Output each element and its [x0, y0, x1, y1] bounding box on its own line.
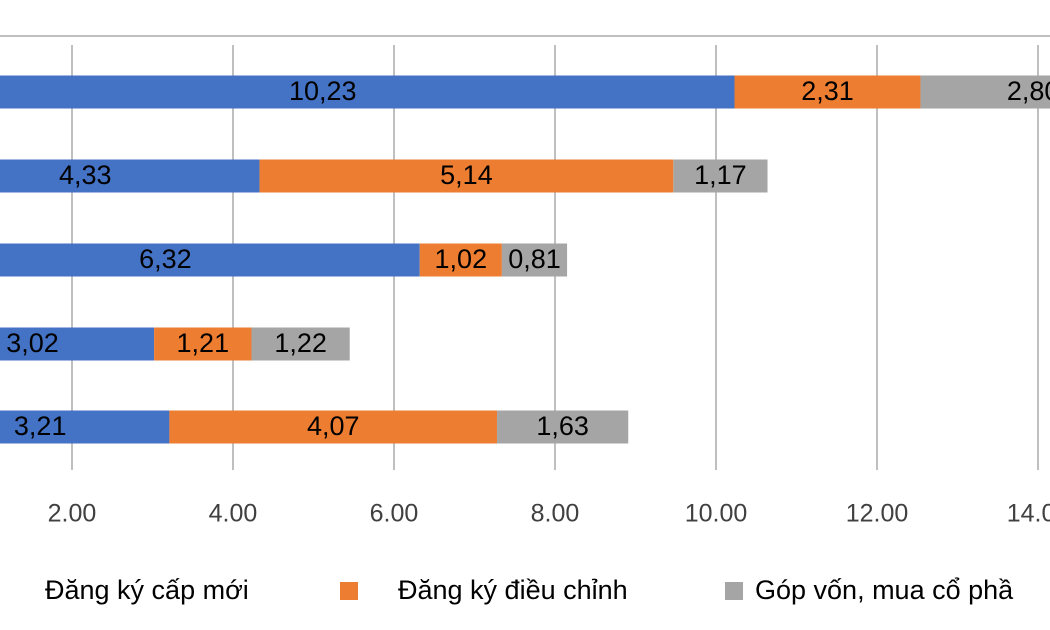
bar-segment	[0, 327, 155, 361]
data-label: 4,33	[59, 160, 112, 190]
legend-swatch	[340, 582, 358, 600]
legend-label: Đăng ký cấp mới	[45, 575, 249, 605]
bar-segment	[501, 243, 568, 277]
bar-segment	[497, 410, 629, 444]
bar-segment	[154, 327, 252, 361]
bar-segment	[0, 410, 170, 444]
bar-segment	[419, 243, 502, 277]
x-tick-label: 6.00	[370, 500, 419, 528]
data-label: 0,81	[508, 244, 561, 274]
bar-segment	[169, 410, 498, 444]
data-label: 4,07	[307, 411, 360, 441]
data-label: 1,02	[435, 244, 488, 274]
legend-swatch	[725, 582, 743, 600]
data-label: 3,21	[14, 411, 67, 441]
data-label: 1,63	[536, 411, 589, 441]
data-label: 10,23	[289, 76, 357, 106]
bar-segment	[0, 75, 735, 109]
data-label: 2,80	[1007, 76, 1050, 106]
data-label: 1,22	[274, 328, 327, 358]
data-label: 1,21	[177, 328, 230, 358]
x-tick-label: 2.00	[48, 500, 97, 528]
x-tick-label: 14.00	[1007, 500, 1050, 528]
bar-segment	[259, 159, 674, 193]
x-tick-label: 8.00	[531, 500, 580, 528]
x-tick-label: 12.00	[846, 500, 909, 528]
legend-label: Đăng ký điều chỉnh	[398, 575, 628, 605]
data-label: 2,31	[801, 76, 854, 106]
data-label: 5,14	[440, 160, 493, 190]
bar-segment	[0, 159, 260, 193]
data-label: 6,32	[139, 244, 192, 274]
legend-label: Góp vốn, mua cổ phầ	[755, 575, 1014, 605]
bar-segment	[734, 75, 921, 109]
x-tick-label: 10.00	[685, 500, 748, 528]
bar-segment	[251, 327, 350, 361]
bar-segment	[920, 75, 1050, 109]
bar-segment	[0, 243, 420, 277]
data-label: 3,02	[6, 328, 59, 358]
data-label: 1,17	[694, 160, 747, 190]
x-tick-label: 4.00	[209, 500, 258, 528]
bar-segment	[673, 159, 768, 193]
